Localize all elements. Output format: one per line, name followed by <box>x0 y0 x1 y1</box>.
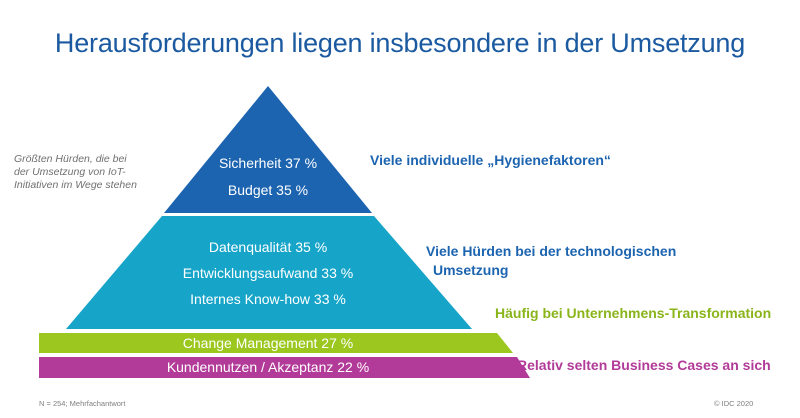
middle-item-3: Internes Know-how 33 % <box>190 291 346 307</box>
band2-label: Relativ selten Business Cases an sich <box>517 357 771 373</box>
middle-item-1: Datenqualität 35 % <box>208 239 328 255</box>
pyramid-level-middle <box>66 216 472 329</box>
band1-item: Change Management 27 % <box>182 335 354 351</box>
page-title: Herausforderungen liegen insbesondere in… <box>54 28 746 58</box>
side-note: Größten Hürden, die bei der Umsetzung vo… <box>14 153 137 191</box>
middle-label-line-2: Umsetzung <box>433 262 509 278</box>
top-item-2: Budget 35 % <box>227 182 309 198</box>
band1-label: Häufig bei Unternehmens-Transformation <box>495 305 772 321</box>
middle-item-2: Entwicklungsaufwand 33 % <box>182 265 354 281</box>
middle-label-line-1: Viele Hürden bei der technologischen <box>426 243 677 259</box>
band2-item: Kundennutzen / Akzeptanz 22 % <box>166 359 370 375</box>
footer-copyright: © IDC 2020 <box>714 399 754 408</box>
pyramid-level-top <box>164 86 372 213</box>
footer-note: N = 254; Mehrfachantwort <box>39 399 126 408</box>
pyramid-band-change-management <box>39 333 513 353</box>
pyramid-band-kundennutzen <box>39 357 530 378</box>
top-label: Viele individuelle „Hygienefaktoren“ <box>370 152 611 168</box>
top-item-1: Sicherheit 37 % <box>218 155 318 171</box>
